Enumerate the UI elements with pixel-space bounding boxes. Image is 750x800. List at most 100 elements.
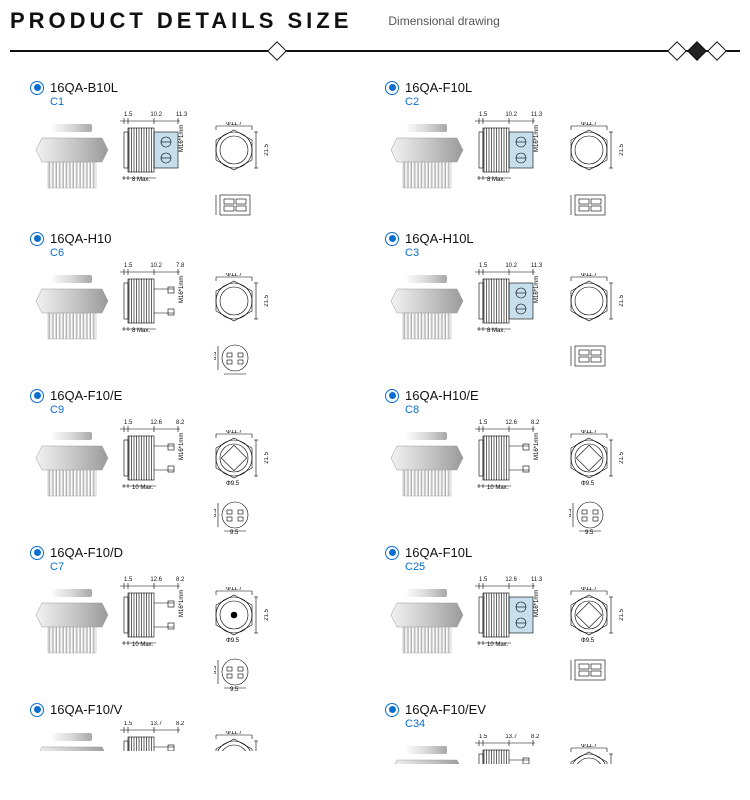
svg-text:10 Max.: 10 Max. [487,642,509,647]
model-number: 16QA-F10/EV [405,702,486,717]
svg-text:M16*1mm: M16*1mm [534,125,540,152]
page-title: PRODUCT DETAILS SIZE [10,8,352,34]
svg-text:8.5: 8.5 [569,508,573,517]
tech-drawings: 1.512.68.2 Φ18 M16*1mm 10 Max. [120,420,270,535]
product-photo [30,577,114,661]
svg-text:Φ9.5: Φ9.5 [226,638,240,643]
svg-text:M16*1mm: M16*1mm [179,433,185,460]
product-code: C3 [405,247,740,259]
svg-text:Φ11.7: Φ11.7 [581,587,598,592]
bullet-icon [385,232,399,246]
product-code: C25 [405,561,740,573]
svg-text:M16*1mm: M16*1mm [179,125,185,152]
product-code: C34 [405,718,740,730]
svg-text:9.5: 9.5 [230,687,239,692]
model-number: 16QA-B10L [50,80,118,95]
model-number: 16QA-F10L [405,80,472,95]
svg-text:Φ11.7: Φ11.7 [581,122,598,127]
bullet-icon [385,546,399,560]
tech-drawings: 1.510.27.8 Φ18 M16*1mm 8 Max. [120,263,270,378]
svg-text:9.5: 9.5 [230,530,239,535]
tech-drawings: 1.512.68.2 Φ18 M16*1mm 10 Max. [120,577,270,692]
tech-drawings: 1.510.211.3 Φ18 M16*1mm 8 Max. [475,263,625,372]
product-item: 16QA-B10L C1 1.510.211.3 [30,80,385,221]
model-number: 16QA-H10L [405,231,474,246]
model-number: 16QA-F10/V [50,702,122,717]
svg-text:Φ9.5: Φ9.5 [581,481,595,486]
svg-text:Φ11.7: Φ11.7 [226,273,243,278]
divider [10,40,740,62]
product-item: 16QA-F10/EV C34 1.513.78.2 [385,702,740,764]
svg-text:6.2: 6.2 [569,349,571,358]
svg-text:8.5: 8.5 [214,508,218,517]
svg-text:Φ11.7: Φ11.7 [581,273,598,278]
product-code: C6 [50,247,385,259]
svg-text:Φ18: Φ18 [475,448,477,460]
product-item: 16QA-H10/E C8 1.512.68.2 [385,388,740,535]
product-photo [30,112,114,196]
tech-drawings: 1.513.78.2 [475,734,619,764]
svg-text:Φ18: Φ18 [120,605,122,617]
product-photo [385,112,469,196]
svg-text:Φ18: Φ18 [475,291,477,303]
bullet-icon [30,546,44,560]
svg-text:6.2: 6.2 [214,198,216,207]
product-code: C2 [405,96,740,108]
svg-text:10 Max.: 10 Max. [132,485,154,490]
product-photo [30,263,114,347]
bullet-icon [30,81,44,95]
model-number: 16QA-F10/E [50,388,122,403]
product-item: 16QA-F10/D C7 1.512.68.2 [30,545,385,692]
svg-text:M16*1mm: M16*1mm [534,433,540,460]
svg-text:Φ9.5: Φ9.5 [581,638,595,643]
model-number: 16QA-H10/E [405,388,479,403]
product-code: C7 [50,561,385,573]
bullet-icon [385,703,399,717]
product-item: 16QA-H10L C3 1.510.211.3 [385,231,740,378]
bullet-icon [30,389,44,403]
svg-text:M16*1mm: M16*1mm [534,590,540,617]
svg-text:8 Max.: 8 Max. [487,177,505,182]
diamond-icon [707,41,727,61]
svg-text:Φ11.7: Φ11.7 [226,122,243,127]
product-grid: 16QA-B10L C1 1.510.211.3 [0,70,750,764]
tech-drawings: 1.510.211.3 Φ18 M16*1mm 8 Max. [120,112,270,221]
product-item: 16QA-F10L C2 1.510.211.3 [385,80,740,221]
svg-text:Φ18: Φ18 [475,605,477,617]
page-subtitle: Dimensional drawing [388,14,499,28]
tech-drawings: 1.513.78.2 [120,721,264,751]
svg-text:Φ9.5: Φ9.5 [226,481,240,486]
tech-drawings: 1.512.611.3 Φ18 M16*1mm 10 Max. [475,577,625,686]
svg-text:Φ18: Φ18 [475,140,477,152]
header: PRODUCT DETAILS SIZE Dimensional drawing [0,0,750,40]
svg-text:8.5: 8.5 [214,665,218,674]
bullet-icon [30,703,44,717]
svg-text:Φ11.7: Φ11.7 [581,744,598,749]
svg-text:M16*1mm: M16*1mm [179,590,185,617]
svg-text:Φ18: Φ18 [120,448,122,460]
product-code: C1 [50,96,385,108]
svg-text:9.5: 9.5 [585,530,594,535]
svg-text:Φ11.7: Φ11.7 [226,430,243,435]
svg-text:6.2: 6.2 [569,198,571,207]
product-item: 16QA-F10L C25 1.512.611.3 [385,545,740,692]
product-item: 16QA-F10/V 1.513.78.2 [30,702,385,764]
svg-text:Φ18: Φ18 [120,291,122,303]
product-item: 16QA-H10 C6 1.510.27.8 [30,231,385,378]
svg-text:8.5: 8.5 [214,351,218,360]
diamond-icon [687,41,707,61]
product-photo [30,420,114,504]
bullet-icon [30,232,44,246]
svg-text:10 Max.: 10 Max. [132,642,154,647]
tech-drawings: 1.510.211.3 Φ18 M16*1mm 8 Max. [475,112,625,221]
svg-text:Φ11.7: Φ11.7 [581,430,598,435]
product-item: 16QA-F10/E C9 1.512.68.2 [30,388,385,535]
diamond-icon [667,41,687,61]
svg-text:8 Max.: 8 Max. [132,177,150,182]
product-photo [385,734,469,764]
tech-drawings: 1.512.68.2 Φ18 M16*1mm 10 Max. [475,420,625,535]
product-code: C9 [50,404,385,416]
svg-text:8 Max.: 8 Max. [132,328,150,333]
product-photo [30,721,114,751]
model-number: 16QA-F10L [405,545,472,560]
